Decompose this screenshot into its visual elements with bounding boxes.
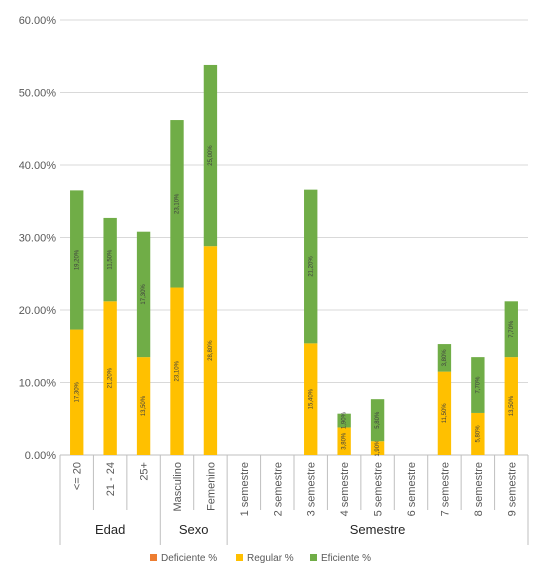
legend-label: Regular % [247, 553, 294, 564]
data-label: 17,30% [74, 381, 80, 402]
group-label: Edad [95, 522, 125, 537]
category-label: <= 20 [72, 462, 84, 490]
bar-segment [203, 246, 218, 455]
bar-segment [203, 64, 218, 247]
data-label: 21,20% [108, 367, 114, 388]
category-label: 25+ [139, 462, 151, 481]
y-tick-label: 0.00% [25, 450, 56, 462]
group-label: Semestre [350, 522, 406, 537]
category-label: 7 semestre [439, 462, 451, 516]
bar-segment [471, 357, 485, 413]
y-tick-label: 10.00% [19, 378, 57, 390]
category-label: 8 semestre [473, 462, 485, 516]
y-tick-label: 20.00% [19, 305, 57, 317]
legend-label: Deficiente % [161, 553, 217, 564]
data-label: 1,90% [342, 411, 348, 429]
category-label: 5 semestre [373, 462, 385, 516]
bar-segment [103, 217, 117, 302]
data-label: 19,20% [74, 249, 80, 270]
category-label: Femenino [205, 462, 217, 511]
bar-segment [136, 231, 151, 358]
y-tick-label: 30.00% [19, 233, 57, 245]
category-label: 21 - 24 [105, 462, 117, 496]
bar-segment [304, 343, 318, 455]
data-label: 11,50% [108, 249, 114, 270]
data-label: 11,50% [442, 403, 448, 424]
data-label: 23,10% [175, 193, 181, 214]
bar-segment [504, 357, 518, 455]
data-label: 15,40% [308, 388, 314, 409]
bar-segment [337, 427, 351, 455]
bar-segment [337, 413, 351, 428]
category-label: 4 semestre [339, 462, 351, 516]
legend-swatch [310, 554, 317, 561]
data-label: 21,20% [308, 256, 314, 277]
category-label: 3 semestre [306, 462, 318, 516]
category-label: 9 semestre [506, 462, 518, 516]
bar-segment [471, 412, 485, 455]
y-tick-label: 50.00% [19, 88, 57, 100]
group-label: Sexo [179, 522, 209, 537]
data-label: 17,30% [141, 284, 147, 305]
data-label: 5,80% [375, 411, 381, 429]
category-label: 6 semestre [406, 462, 418, 516]
data-label: 3,80% [342, 432, 348, 450]
data-label: 7,70% [509, 320, 515, 338]
bar-segment [170, 120, 184, 288]
data-label: 23,10% [175, 360, 181, 381]
data-label: 3,80% [442, 349, 448, 367]
data-label: 5,80% [475, 425, 481, 443]
legend-label: Eficiente % [321, 553, 371, 564]
category-label: 1 semestre [239, 462, 251, 516]
y-tick-label: 40.00% [19, 160, 57, 172]
data-label: 13,50% [509, 395, 515, 416]
data-label: 1,90% [375, 439, 381, 457]
bar-segment [70, 329, 84, 455]
y-tick-label: 60.00% [19, 15, 57, 27]
bar-segment [437, 344, 452, 372]
bar-segment [304, 189, 318, 344]
data-label: 28,80% [208, 340, 214, 361]
legend-swatch [150, 554, 157, 561]
bar-segment [136, 357, 151, 455]
bar-segment [437, 371, 452, 455]
bar-segment [504, 301, 518, 358]
bar-segment [103, 301, 117, 455]
data-label: 7,70% [475, 376, 481, 394]
data-label: 13,50% [141, 395, 147, 416]
bar-segment [70, 190, 84, 330]
data-label: 25,00% [208, 145, 214, 166]
bar-segment [370, 399, 385, 442]
category-label: Masculino [172, 462, 184, 512]
bar-segment [370, 441, 385, 455]
bar-segment [170, 287, 184, 455]
legend-swatch [236, 554, 243, 561]
category-label: 2 semestre [272, 462, 284, 516]
